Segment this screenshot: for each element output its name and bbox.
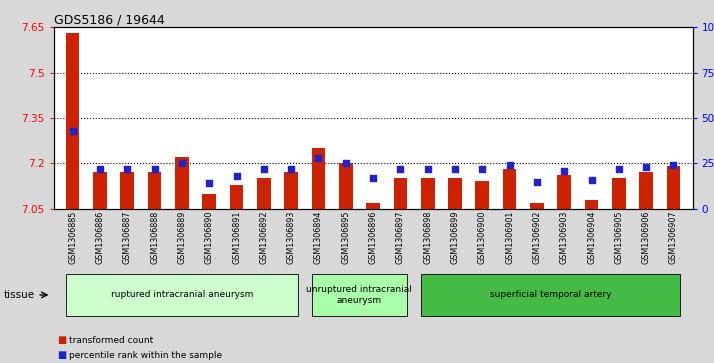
Text: unruptured intracranial
aneurysm: unruptured intracranial aneurysm xyxy=(306,285,413,305)
Bar xyxy=(311,148,326,209)
Bar xyxy=(339,163,353,209)
Text: GDS5186 / 19644: GDS5186 / 19644 xyxy=(54,13,164,26)
Bar xyxy=(503,170,516,209)
Point xyxy=(531,179,543,184)
Bar xyxy=(585,200,598,209)
Point xyxy=(340,160,351,166)
Bar xyxy=(530,203,544,209)
Text: transformed count: transformed count xyxy=(69,336,153,345)
Text: GSM1306900: GSM1306900 xyxy=(478,211,487,264)
Bar xyxy=(202,193,216,209)
Text: GSM1306898: GSM1306898 xyxy=(423,211,432,264)
Point xyxy=(613,166,625,172)
Point xyxy=(149,166,161,172)
Point xyxy=(395,166,406,172)
Point xyxy=(231,173,242,179)
Text: GSM1306897: GSM1306897 xyxy=(396,211,405,264)
Text: GSM1306888: GSM1306888 xyxy=(150,211,159,264)
Text: GSM1306903: GSM1306903 xyxy=(560,211,569,264)
Bar xyxy=(476,182,489,209)
Text: ruptured intracranial aneurysm: ruptured intracranial aneurysm xyxy=(111,290,253,299)
Point xyxy=(668,162,679,168)
Text: GSM1306901: GSM1306901 xyxy=(505,211,514,264)
Point xyxy=(367,175,378,181)
Bar xyxy=(393,179,407,209)
Bar xyxy=(93,172,107,209)
Point xyxy=(94,166,106,172)
Text: GSM1306893: GSM1306893 xyxy=(286,211,296,264)
Text: GSM1306889: GSM1306889 xyxy=(177,211,186,264)
Point xyxy=(121,166,133,172)
Bar xyxy=(257,179,271,209)
Point xyxy=(67,128,79,134)
Point xyxy=(313,155,324,161)
Bar xyxy=(448,179,462,209)
Text: GSM1306907: GSM1306907 xyxy=(669,211,678,264)
Point xyxy=(585,177,597,183)
Text: GSM1306905: GSM1306905 xyxy=(614,211,623,264)
Bar xyxy=(175,157,188,209)
Point xyxy=(286,166,297,172)
Text: GSM1306890: GSM1306890 xyxy=(205,211,213,264)
Text: tissue: tissue xyxy=(4,290,35,300)
Text: GSM1306892: GSM1306892 xyxy=(259,211,268,264)
Text: GSM1306887: GSM1306887 xyxy=(123,211,132,264)
Bar xyxy=(558,175,571,209)
Point xyxy=(640,164,652,170)
Point xyxy=(504,162,516,168)
Point xyxy=(422,166,433,172)
Text: GSM1306895: GSM1306895 xyxy=(341,211,351,264)
Bar xyxy=(66,33,79,209)
Text: GSM1306891: GSM1306891 xyxy=(232,211,241,264)
Text: percentile rank within the sample: percentile rank within the sample xyxy=(69,351,221,359)
Text: GSM1306894: GSM1306894 xyxy=(314,211,323,264)
Text: ■: ■ xyxy=(57,335,66,346)
Text: GSM1306906: GSM1306906 xyxy=(642,211,650,264)
Bar xyxy=(121,172,134,209)
Text: GSM1306899: GSM1306899 xyxy=(451,211,460,264)
Bar xyxy=(366,203,380,209)
Text: GSM1306902: GSM1306902 xyxy=(533,211,541,264)
Text: GSM1306896: GSM1306896 xyxy=(368,211,378,264)
Text: GSM1306885: GSM1306885 xyxy=(68,211,77,264)
Bar xyxy=(148,172,161,209)
Bar xyxy=(667,166,680,209)
Point xyxy=(558,168,570,174)
Point xyxy=(258,166,270,172)
Text: GSM1306904: GSM1306904 xyxy=(587,211,596,264)
Text: superficial temporal artery: superficial temporal artery xyxy=(490,290,611,299)
Point xyxy=(176,160,188,166)
Point xyxy=(476,166,488,172)
Text: GSM1306886: GSM1306886 xyxy=(96,211,104,264)
Point xyxy=(203,180,215,186)
Bar xyxy=(284,172,298,209)
Bar xyxy=(639,172,653,209)
Bar xyxy=(230,184,243,209)
Text: ■: ■ xyxy=(57,350,66,360)
Bar xyxy=(421,179,435,209)
Bar xyxy=(612,179,625,209)
Point xyxy=(449,166,461,172)
